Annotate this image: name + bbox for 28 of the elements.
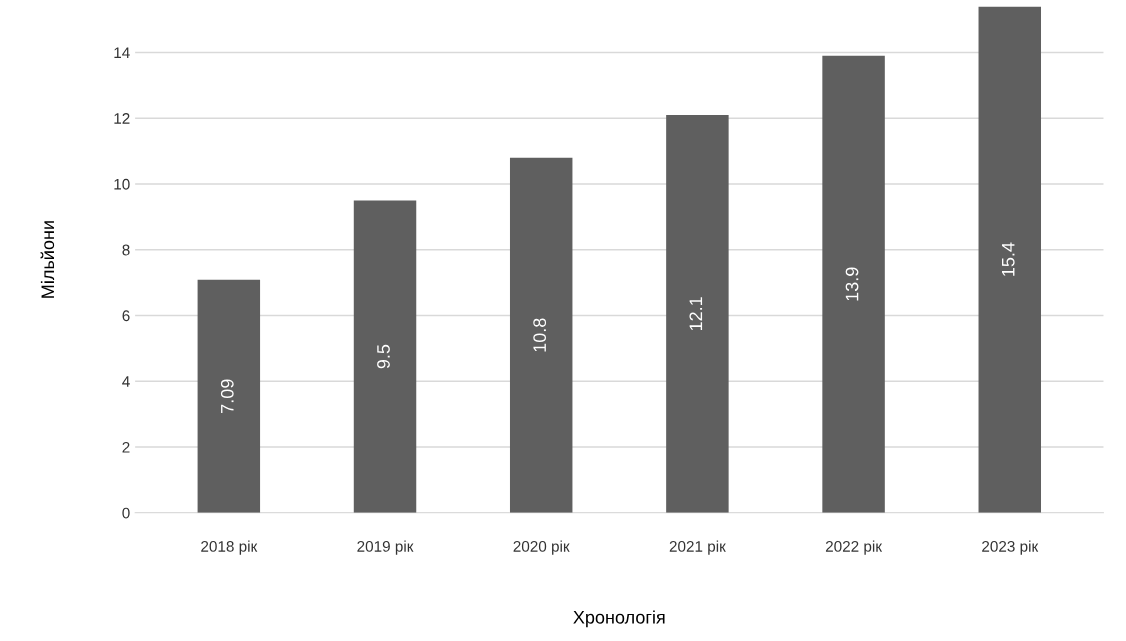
data-label: 9.5 [377, 344, 390, 369]
bar [978, 6, 1042, 513]
data-label: 15.4 [1002, 242, 1015, 276]
bar [509, 157, 573, 513]
y-tick-label: 10 [114, 178, 130, 190]
data-label: 12.1 [689, 297, 703, 331]
bar [666, 114, 729, 513]
y-tick-label: 8 [122, 244, 130, 256]
bar [197, 279, 261, 513]
bar [822, 55, 885, 513]
y-tick-label: 2 [122, 441, 130, 453]
x-tick-label: 2018 рік [201, 540, 258, 555]
y-tick-label: 4 [122, 376, 130, 387]
x-tick-label: 2022 рік [825, 540, 883, 555]
x-tick-label: 2020 рік [513, 540, 570, 555]
x-tick-label: 2023 рік [982, 540, 1039, 555]
data-label: 13.9 [845, 267, 859, 301]
y-tick-label: 6 [122, 310, 130, 322]
y-tick-label: 0 [122, 507, 130, 519]
data-label: 7.09 [220, 379, 234, 413]
y-tick-label: 12 [114, 113, 130, 124]
bar [353, 200, 417, 513]
x-tick-label: 2021 рік [669, 540, 726, 555]
x-tick-label: 2019 рік [357, 540, 414, 555]
y-axis-title: Мільйони [40, 221, 55, 298]
x-axis-title: Хронологія [573, 610, 665, 628]
y-tick-label: 14 [114, 47, 130, 58]
data-label: 10.8 [533, 318, 547, 352]
